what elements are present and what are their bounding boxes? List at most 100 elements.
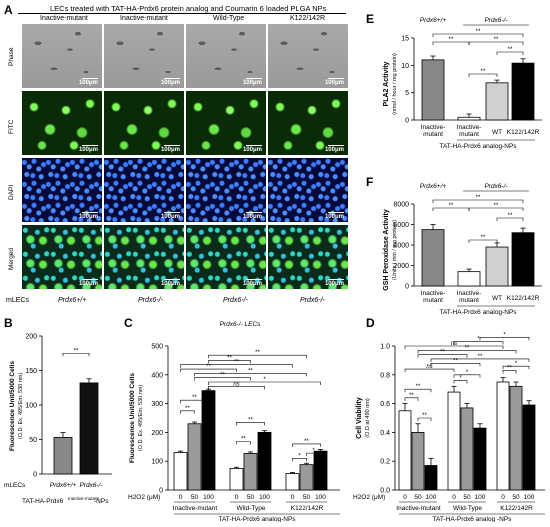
- significance-label: **: [453, 358, 458, 364]
- significance-label: **: [478, 354, 483, 360]
- significance-label: **: [248, 368, 253, 374]
- x-category-label: Prdx6-/-: [79, 482, 103, 489]
- significance-bracket: [62, 352, 90, 357]
- dose-tick-label: 50: [303, 494, 311, 501]
- x-category-label: Inactive-: [421, 290, 446, 297]
- y-tick-label: 150: [25, 368, 37, 375]
- significance-label: ns: [233, 381, 239, 387]
- dose-tick-label: 100: [315, 494, 326, 501]
- scale-bar-label: 100μm: [324, 281, 344, 287]
- x-row-label: mLECs: [4, 482, 26, 489]
- y-tick-label: 300: [151, 401, 163, 408]
- scale-bar-label: 100μm: [160, 147, 180, 153]
- y-tick-label: 100: [25, 403, 37, 410]
- significance-label: **: [508, 213, 513, 219]
- significance-bracket: [180, 399, 209, 404]
- dose-tick-label: 100: [524, 494, 535, 501]
- x-category-label: mutant: [423, 131, 443, 138]
- significance-bracket: [496, 51, 524, 55]
- footer-genotype-1: Prdx6+/+: [58, 297, 87, 304]
- scale-bar: [246, 211, 262, 213]
- significance-label: **: [440, 350, 445, 356]
- significance-bracket: [236, 422, 265, 426]
- significance-label: **: [248, 417, 253, 423]
- chart-f: GSH Peroxidase Activity (Units / min / mg…: [383, 183, 542, 316]
- y-tick-label: 100: [151, 459, 163, 466]
- bar: [424, 465, 438, 491]
- significance-bracket: [468, 41, 524, 45]
- scale-bar: [82, 278, 98, 280]
- x-category-label: K122/142R: [507, 295, 540, 302]
- significance-label: **: [185, 406, 190, 412]
- dose-tick-label: 0: [235, 494, 239, 501]
- significance-label: **: [481, 69, 486, 75]
- bar: [313, 450, 328, 491]
- group-label: K122/142R: [500, 505, 533, 512]
- dose-tick-label: 0: [452, 494, 456, 501]
- significance-label: *: [466, 370, 469, 376]
- dose-tick-label: 0: [501, 494, 505, 501]
- x-bottom-tail: -NPs: [94, 498, 109, 505]
- x-category-label: Inactive-: [421, 124, 446, 131]
- y-axis-sublabel: (Units / min / mg protein): [392, 220, 398, 280]
- y-tick-label: 1.0: [380, 344, 390, 351]
- scale-bar-label: 100μm: [160, 80, 180, 86]
- bar: [285, 473, 300, 491]
- footer-genotype-3: Prdx6-/-: [223, 297, 248, 304]
- group-label: K122/142R: [291, 505, 324, 512]
- row-label-phase: Phase: [8, 47, 15, 66]
- x-category-label: mutant: [459, 297, 479, 304]
- scale-bar: [328, 211, 344, 213]
- significance-bracket: [430, 358, 530, 362]
- dose-tick-label: 50: [247, 494, 255, 501]
- significance-label: **: [507, 365, 512, 371]
- micrograph-merged-3: 100μm: [186, 225, 266, 289]
- bar: [173, 452, 188, 491]
- h2o2-label: H2O2 (μM): [353, 494, 385, 501]
- micrograph-merged-1: 100μm: [22, 225, 102, 289]
- panel-c-letter: C: [124, 316, 133, 330]
- bar: [299, 464, 314, 491]
- dose-tick-label: 0: [179, 494, 183, 501]
- group-label: Wild-Type: [453, 505, 482, 512]
- bar: [511, 232, 535, 287]
- dose-tick-label: 50: [512, 494, 520, 501]
- scale-bar: [328, 278, 344, 280]
- genotype-label: Prdx6-/-: [484, 183, 508, 190]
- significance-bracket: [208, 386, 265, 390]
- genotype-label: Prdx6+/+: [420, 17, 447, 24]
- significance-label: **: [465, 345, 470, 351]
- scale-bar: [246, 144, 262, 146]
- scale-bar: [164, 211, 180, 213]
- significance-label: *: [298, 453, 301, 459]
- significance-label: **: [476, 195, 481, 201]
- bar: [398, 410, 412, 491]
- y-tick-label: 0.0: [380, 488, 390, 495]
- significance-bracket: [180, 410, 195, 414]
- bar: [460, 407, 474, 491]
- dose-tick-label: 50: [414, 494, 422, 501]
- scale-bar-label: 100μm: [324, 147, 344, 153]
- bar: [447, 391, 461, 491]
- panel-f-letter: F: [366, 175, 374, 189]
- dose-tick-label: 100: [203, 494, 214, 501]
- row-label-dapi: DAPI: [8, 184, 15, 200]
- y-tick-label: 4000: [393, 243, 409, 250]
- dose-tick-label: 0: [403, 494, 407, 501]
- significance-bracket: [180, 368, 237, 373]
- y-tick-label: 15: [401, 36, 409, 43]
- y-tick-label: 0: [405, 284, 409, 291]
- significance-label: **: [255, 350, 260, 356]
- significance-bracket: [292, 458, 307, 462]
- scale-bar: [82, 211, 98, 213]
- significance-bracket: [194, 377, 251, 381]
- significance-bracket: [404, 368, 455, 373]
- significance-bracket: [468, 239, 498, 243]
- bar: [421, 229, 445, 287]
- scale-bar-label: 100μm: [160, 214, 180, 220]
- significance-label: **: [409, 393, 414, 399]
- y-axis-sublabel: (O.D. Ex. 495/Em. 530 nm): [18, 373, 24, 439]
- bar: [522, 404, 536, 491]
- row-label-fitc: FITC: [8, 119, 15, 134]
- significance-bracket: [180, 364, 293, 368]
